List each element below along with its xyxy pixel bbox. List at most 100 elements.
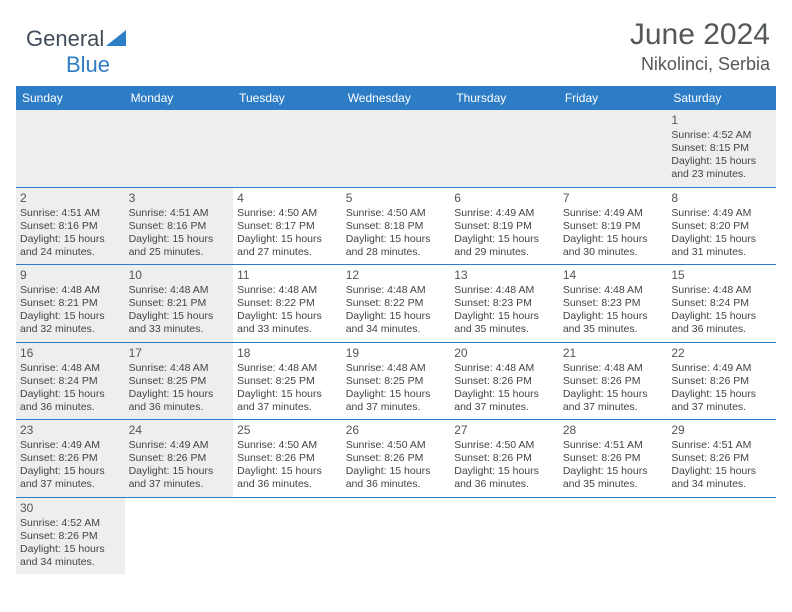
weekday-sunday: Sunday	[16, 86, 125, 110]
day-cell: 18Sunrise: 4:48 AMSunset: 8:25 PMDayligh…	[233, 342, 342, 420]
day-number: 14	[563, 268, 664, 283]
day-d1: Daylight: 15 hours	[346, 233, 447, 246]
title-location: Nikolinci, Serbia	[630, 54, 770, 75]
day-ss: Sunset: 8:23 PM	[563, 297, 664, 310]
day-sr: Sunrise: 4:50 AM	[454, 439, 555, 452]
day-d1: Daylight: 15 hours	[20, 310, 121, 323]
day-d2: and 23 minutes.	[671, 168, 772, 181]
day-number: 29	[671, 423, 772, 438]
day-sr: Sunrise: 4:48 AM	[20, 362, 121, 375]
header: General Blue June 2024 Nikolinci, Serbia	[16, 18, 776, 78]
day-number: 12	[346, 268, 447, 283]
day-ss: Sunset: 8:19 PM	[563, 220, 664, 233]
day-d1: Daylight: 15 hours	[454, 465, 555, 478]
day-cell: 28Sunrise: 4:51 AMSunset: 8:26 PMDayligh…	[559, 420, 668, 498]
day-number: 23	[20, 423, 121, 438]
day-cell: 24Sunrise: 4:49 AMSunset: 8:26 PMDayligh…	[125, 420, 234, 498]
day-cell: 4Sunrise: 4:50 AMSunset: 8:17 PMDaylight…	[233, 187, 342, 265]
day-d1: Daylight: 15 hours	[237, 465, 338, 478]
day-sr: Sunrise: 4:48 AM	[454, 284, 555, 297]
day-d1: Daylight: 15 hours	[20, 388, 121, 401]
day-d1: Daylight: 15 hours	[129, 388, 230, 401]
day-d2: and 25 minutes.	[129, 246, 230, 259]
day-d1: Daylight: 15 hours	[454, 233, 555, 246]
day-ss: Sunset: 8:20 PM	[671, 220, 772, 233]
day-number: 16	[20, 346, 121, 361]
day-d2: and 36 minutes.	[671, 323, 772, 336]
logo-text-1: General	[26, 26, 104, 51]
title-month: June 2024	[630, 18, 770, 52]
calendar-week-row: 30Sunrise: 4:52 AMSunset: 8:26 PMDayligh…	[16, 497, 776, 574]
day-cell: 8Sunrise: 4:49 AMSunset: 8:20 PMDaylight…	[667, 187, 776, 265]
empty-cell	[450, 497, 559, 574]
day-number: 26	[346, 423, 447, 438]
day-ss: Sunset: 8:26 PM	[454, 375, 555, 388]
day-d2: and 36 minutes.	[20, 401, 121, 414]
day-ss: Sunset: 8:26 PM	[454, 452, 555, 465]
day-cell: 6Sunrise: 4:49 AMSunset: 8:19 PMDaylight…	[450, 187, 559, 265]
day-number: 5	[346, 191, 447, 206]
day-d2: and 35 minutes.	[454, 323, 555, 336]
empty-cell	[342, 110, 451, 187]
weekday-tuesday: Tuesday	[233, 86, 342, 110]
day-cell: 3Sunrise: 4:51 AMSunset: 8:16 PMDaylight…	[125, 187, 234, 265]
day-d2: and 34 minutes.	[671, 478, 772, 491]
weekday-saturday: Saturday	[667, 86, 776, 110]
empty-cell	[233, 110, 342, 187]
day-d2: and 33 minutes.	[129, 323, 230, 336]
weekday-monday: Monday	[125, 86, 234, 110]
day-d2: and 36 minutes.	[454, 478, 555, 491]
day-sr: Sunrise: 4:49 AM	[563, 207, 664, 220]
day-d1: Daylight: 15 hours	[20, 543, 121, 556]
day-cell: 14Sunrise: 4:48 AMSunset: 8:23 PMDayligh…	[559, 265, 668, 343]
day-d1: Daylight: 15 hours	[237, 388, 338, 401]
day-d1: Daylight: 15 hours	[454, 388, 555, 401]
day-d2: and 37 minutes.	[129, 478, 230, 491]
empty-cell	[16, 110, 125, 187]
title-block: June 2024 Nikolinci, Serbia	[630, 18, 776, 75]
day-sr: Sunrise: 4:51 AM	[563, 439, 664, 452]
day-sr: Sunrise: 4:48 AM	[346, 284, 447, 297]
day-d1: Daylight: 15 hours	[346, 388, 447, 401]
day-d2: and 28 minutes.	[346, 246, 447, 259]
day-cell: 2Sunrise: 4:51 AMSunset: 8:16 PMDaylight…	[16, 187, 125, 265]
day-sr: Sunrise: 4:52 AM	[671, 129, 772, 142]
weekday-wednesday: Wednesday	[342, 86, 451, 110]
day-ss: Sunset: 8:26 PM	[20, 530, 121, 543]
empty-cell	[125, 110, 234, 187]
day-sr: Sunrise: 4:51 AM	[20, 207, 121, 220]
day-sr: Sunrise: 4:49 AM	[20, 439, 121, 452]
weekday-friday: Friday	[559, 86, 668, 110]
day-number: 25	[237, 423, 338, 438]
day-d1: Daylight: 15 hours	[237, 310, 338, 323]
day-number: 10	[129, 268, 230, 283]
day-number: 24	[129, 423, 230, 438]
logo: General Blue	[16, 18, 126, 78]
day-d2: and 27 minutes.	[237, 246, 338, 259]
day-ss: Sunset: 8:23 PM	[454, 297, 555, 310]
calendar-week-row: 23Sunrise: 4:49 AMSunset: 8:26 PMDayligh…	[16, 420, 776, 498]
day-d1: Daylight: 15 hours	[563, 310, 664, 323]
day-d2: and 36 minutes.	[129, 401, 230, 414]
day-ss: Sunset: 8:15 PM	[671, 142, 772, 155]
day-sr: Sunrise: 4:48 AM	[237, 362, 338, 375]
day-d2: and 34 minutes.	[346, 323, 447, 336]
day-ss: Sunset: 8:22 PM	[346, 297, 447, 310]
day-ss: Sunset: 8:26 PM	[671, 375, 772, 388]
day-sr: Sunrise: 4:48 AM	[20, 284, 121, 297]
day-ss: Sunset: 8:25 PM	[129, 375, 230, 388]
day-cell: 5Sunrise: 4:50 AMSunset: 8:18 PMDaylight…	[342, 187, 451, 265]
day-d2: and 37 minutes.	[237, 401, 338, 414]
day-cell: 15Sunrise: 4:48 AMSunset: 8:24 PMDayligh…	[667, 265, 776, 343]
day-sr: Sunrise: 4:49 AM	[671, 362, 772, 375]
day-d1: Daylight: 15 hours	[129, 310, 230, 323]
day-number: 22	[671, 346, 772, 361]
day-ss: Sunset: 8:26 PM	[563, 452, 664, 465]
day-d1: Daylight: 15 hours	[346, 465, 447, 478]
day-sr: Sunrise: 4:50 AM	[237, 207, 338, 220]
logo-sail-icon	[106, 26, 126, 52]
day-number: 21	[563, 346, 664, 361]
day-d1: Daylight: 15 hours	[454, 310, 555, 323]
day-ss: Sunset: 8:26 PM	[346, 452, 447, 465]
day-number: 1	[671, 113, 772, 128]
